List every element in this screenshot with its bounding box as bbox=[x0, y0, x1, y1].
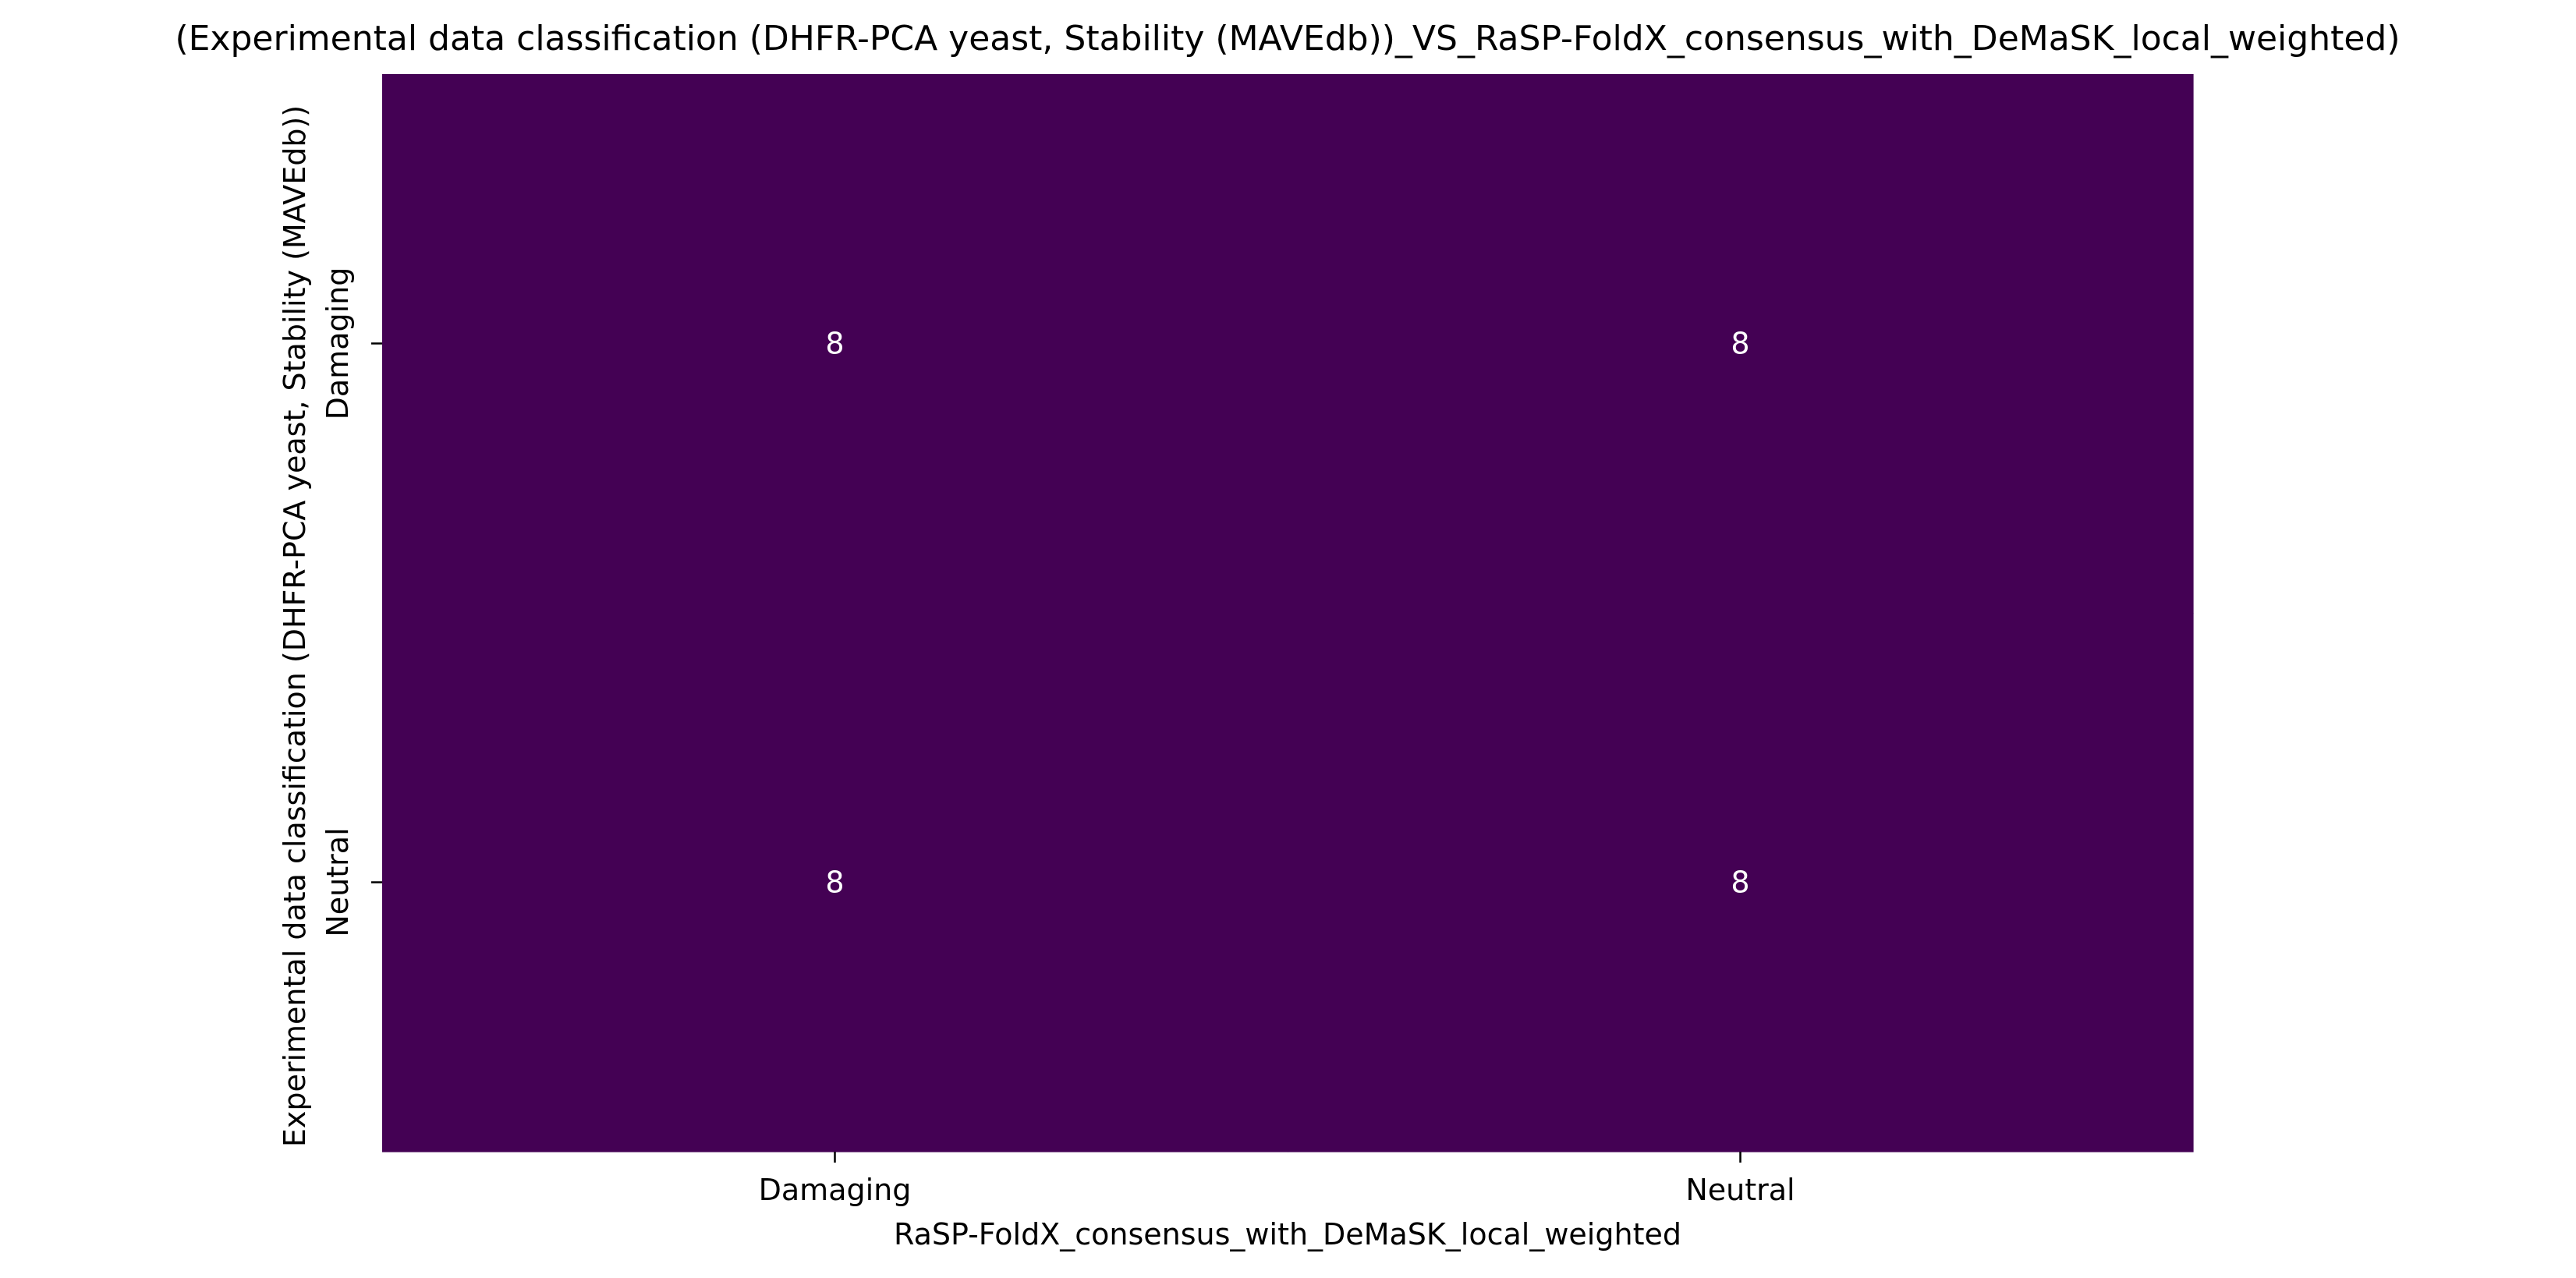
y-tick-label: Neutral bbox=[321, 827, 355, 936]
cell-value-1-0: 8 bbox=[825, 866, 844, 900]
y-axis-label: Experimental data classification (DHFR-P… bbox=[278, 105, 312, 1147]
x-tick-label: Damaging bbox=[759, 1173, 912, 1207]
heatmap-cell-0-0 bbox=[382, 74, 1288, 614]
x-tick-label: Neutral bbox=[1685, 1173, 1795, 1207]
chart-title: (Experimental data classification (DHFR-… bbox=[175, 19, 2400, 58]
cell-value-1-1: 8 bbox=[1731, 866, 1749, 900]
heatmap-cells bbox=[382, 74, 2194, 1152]
heatmap-cell-1-1 bbox=[1288, 613, 2194, 1152]
x-axis-label: RaSP-FoldX_consensus_with_DeMaSK_local_w… bbox=[894, 1217, 1681, 1251]
heatmap-cell-0-1 bbox=[1288, 74, 2194, 614]
y-tick-label: Damaging bbox=[321, 267, 355, 420]
y-axis-ticks: Damaging Neutral bbox=[321, 267, 382, 937]
cell-value-0-1: 8 bbox=[1731, 327, 1749, 361]
cell-value-0-0: 8 bbox=[825, 327, 844, 361]
cell-annotations: 8 8 8 8 bbox=[825, 327, 1749, 900]
heatmap-cell-1-0 bbox=[382, 613, 1288, 1152]
x-axis-ticks: Damaging Neutral bbox=[759, 1152, 1795, 1207]
